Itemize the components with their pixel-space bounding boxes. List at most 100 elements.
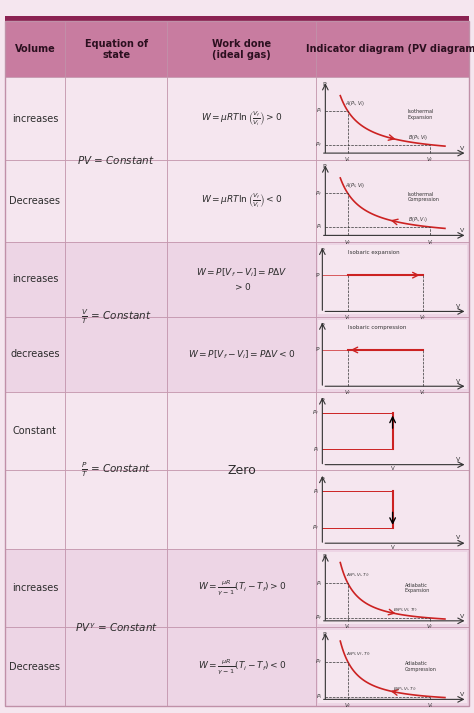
Bar xyxy=(316,627,469,706)
Text: $V_i$: $V_i$ xyxy=(344,155,351,164)
Text: Isothermal
Expansion: Isothermal Expansion xyxy=(408,109,434,120)
Bar xyxy=(167,391,316,471)
Text: $\frac{P}{T}$ = Constant: $\frac{P}{T}$ = Constant xyxy=(81,461,151,479)
Bar xyxy=(65,160,167,242)
Text: $\frac{V}{T}$ = Constant: $\frac{V}{T}$ = Constant xyxy=(81,307,152,326)
Text: $P_i$: $P_i$ xyxy=(316,692,322,701)
Bar xyxy=(65,242,167,317)
Text: V: V xyxy=(391,466,394,471)
Bar xyxy=(316,391,469,471)
Text: $A(P_f, V_f)$: $A(P_f, V_f)$ xyxy=(345,181,365,190)
Text: $W=\frac{\mu R}{\gamma-1}\left(T_i-T_f\right)>0$: $W=\frac{\mu R}{\gamma-1}\left(T_i-T_f\r… xyxy=(198,579,286,597)
Text: Volume: Volume xyxy=(15,44,55,54)
Text: $V_f$: $V_f$ xyxy=(344,388,352,397)
Text: increases: increases xyxy=(12,583,58,593)
Text: $B(P_i,V_i,T_i)$: $B(P_i,V_i,T_i)$ xyxy=(392,685,416,693)
Text: P: P xyxy=(316,347,319,352)
Bar xyxy=(316,242,469,317)
Bar xyxy=(65,21,167,78)
Bar xyxy=(65,471,167,549)
Bar xyxy=(167,160,316,242)
Bar xyxy=(5,78,65,160)
Bar xyxy=(5,627,65,706)
Bar xyxy=(167,242,316,317)
Text: Adiabatic
Compression: Adiabatic Compression xyxy=(405,661,437,672)
Text: $B(P_f,V_f,T_f)$: $B(P_f,V_f,T_f)$ xyxy=(392,607,417,615)
Text: Zero: Zero xyxy=(227,463,256,477)
Bar xyxy=(316,317,469,391)
Text: Adiabatic
Expansion: Adiabatic Expansion xyxy=(405,583,430,593)
Bar xyxy=(5,16,469,21)
Text: Isobaric expansion: Isobaric expansion xyxy=(348,250,400,255)
Text: decreases: decreases xyxy=(10,349,60,359)
Text: $V_i$: $V_i$ xyxy=(427,701,433,709)
Text: Equation of
state: Equation of state xyxy=(85,39,148,60)
Text: $V_f$: $V_f$ xyxy=(344,237,352,247)
Bar xyxy=(167,471,316,549)
Bar xyxy=(65,78,167,160)
Bar xyxy=(167,78,316,160)
Text: P: P xyxy=(322,554,326,559)
Bar xyxy=(316,160,469,242)
Text: $P_i$: $P_i$ xyxy=(316,106,322,116)
Text: Decreases: Decreases xyxy=(9,662,60,672)
Bar xyxy=(167,317,316,391)
Bar xyxy=(167,21,316,78)
Bar xyxy=(167,627,316,706)
Text: $P_f$: $P_f$ xyxy=(315,657,322,666)
Text: P: P xyxy=(320,248,324,253)
Bar xyxy=(5,549,65,627)
Bar xyxy=(5,160,65,242)
Text: Decreases: Decreases xyxy=(9,196,60,206)
Bar xyxy=(5,471,65,549)
Text: $W=P\left[V_f-V_i\right]=P\Delta V$
$>0$: $W=P\left[V_f-V_i\right]=P\Delta V$ $>0$ xyxy=(196,267,287,292)
Text: $P_f$: $P_f$ xyxy=(315,189,322,198)
Text: V: V xyxy=(391,545,394,550)
Text: Constant: Constant xyxy=(13,426,57,436)
Text: $P_i$: $P_i$ xyxy=(316,579,322,588)
Text: $V_f$: $V_f$ xyxy=(426,155,434,164)
Bar xyxy=(316,549,469,627)
Text: $A(P_f,V_f,T_f)$: $A(P_f,V_f,T_f)$ xyxy=(346,650,371,658)
Text: $W=\mu RT\ln\left(\frac{V_f}{V_i}\right)>0$: $W=\mu RT\ln\left(\frac{V_f}{V_i}\right)… xyxy=(201,109,283,128)
Bar xyxy=(316,471,469,549)
Text: V: V xyxy=(456,379,460,384)
Text: Work done
(ideal gas): Work done (ideal gas) xyxy=(212,39,271,60)
Text: V: V xyxy=(460,145,465,151)
Text: V: V xyxy=(456,304,460,309)
Text: increases: increases xyxy=(12,113,58,123)
Text: V: V xyxy=(460,692,465,697)
Text: P: P xyxy=(322,164,326,169)
Bar xyxy=(65,317,167,391)
Text: P: P xyxy=(322,632,326,637)
Text: $W=P\left[V_f-V_i\right]=P\Delta V<0$: $W=P\left[V_f-V_i\right]=P\Delta V<0$ xyxy=(188,348,295,361)
Text: increases: increases xyxy=(12,275,58,284)
Text: Isothermal
Compression: Isothermal Compression xyxy=(408,192,439,202)
Bar xyxy=(5,391,65,471)
Bar xyxy=(5,21,65,78)
Text: Indicator diagram (PV diagram): Indicator diagram (PV diagram) xyxy=(306,44,474,54)
Text: $A(P_i,V_i,T_i)$: $A(P_i,V_i,T_i)$ xyxy=(346,572,370,580)
Bar xyxy=(65,549,167,627)
Bar xyxy=(167,549,316,627)
Bar xyxy=(65,627,167,706)
Text: Isobaric compression: Isobaric compression xyxy=(348,325,406,330)
Text: V: V xyxy=(456,535,460,540)
Text: $V_i$: $V_i$ xyxy=(419,388,426,397)
Text: P: P xyxy=(320,323,324,328)
Text: $V_f$: $V_f$ xyxy=(426,622,434,631)
Text: $V_f$: $V_f$ xyxy=(344,701,352,709)
Text: $V_f$: $V_f$ xyxy=(419,313,426,322)
Text: $P_f$: $P_f$ xyxy=(312,409,319,417)
Bar xyxy=(65,391,167,471)
Text: $PV$ = Constant: $PV$ = Constant xyxy=(77,154,155,166)
Text: P: P xyxy=(322,82,326,87)
Bar xyxy=(316,78,469,160)
Text: V: V xyxy=(460,228,465,233)
Text: $P_i$: $P_i$ xyxy=(313,445,319,453)
Text: P: P xyxy=(320,477,324,482)
Text: $A(P_i, V_i)$: $A(P_i, V_i)$ xyxy=(345,99,365,108)
Text: $W=\mu RT\ln\left(\frac{V_f}{V_i}\right)<0$: $W=\mu RT\ln\left(\frac{V_f}{V_i}\right)… xyxy=(201,192,283,210)
Text: $P_f$: $P_f$ xyxy=(315,140,322,149)
Text: V: V xyxy=(456,457,460,462)
